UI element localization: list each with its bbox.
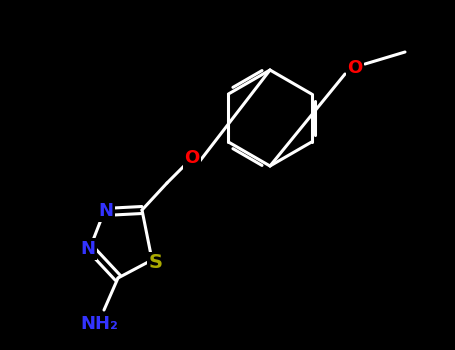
Text: N: N xyxy=(98,202,113,220)
Text: NH₂: NH₂ xyxy=(80,315,118,333)
Text: S: S xyxy=(149,253,163,273)
Text: O: O xyxy=(347,59,363,77)
Text: O: O xyxy=(184,149,200,167)
Text: N: N xyxy=(81,240,96,258)
